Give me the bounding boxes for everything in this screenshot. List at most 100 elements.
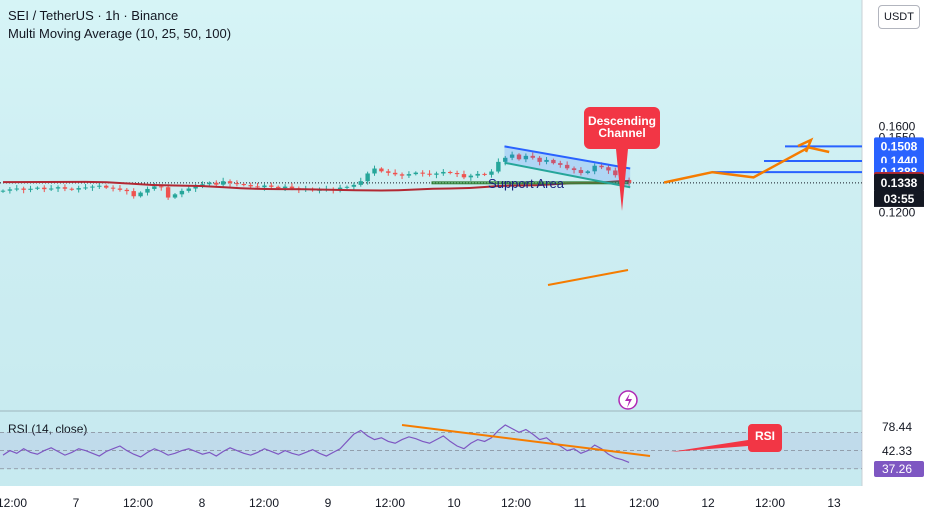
candle-body-7 <box>48 188 54 190</box>
indicator-legend[interactable]: Multi Moving Average (10, 25, 50, 100) <box>8 26 232 41</box>
countdown-label: 03:55 <box>884 192 915 206</box>
rsi-line <box>2 424 630 464</box>
candle-body-1 <box>7 189 13 191</box>
candle-body-20 <box>138 192 143 197</box>
rsi-title: RSI (14, close) <box>8 422 87 436</box>
candle-body-8 <box>55 187 61 189</box>
rsi-divergence-line <box>401 424 651 457</box>
price-tag-label-0: 0.1508 <box>881 139 918 153</box>
time-label-3: 8 <box>199 496 206 510</box>
candle-body-59 <box>406 174 412 176</box>
candle-body-35 <box>241 184 246 186</box>
candle-body-54 <box>372 168 377 174</box>
candle-body-68 <box>468 175 474 178</box>
candle-body-85 <box>585 171 590 174</box>
time-label-8: 12:00 <box>501 496 531 510</box>
candle-body-19 <box>131 191 136 197</box>
candle-body-16 <box>110 187 116 189</box>
candle-body-66 <box>454 173 460 175</box>
candle-body-33 <box>227 181 233 184</box>
time-label-0: 12:00 <box>0 496 27 510</box>
candle-body-60 <box>413 172 418 175</box>
candle-body-10 <box>69 188 74 190</box>
candle-body-41 <box>282 186 288 189</box>
rsi-level-tag-0: 78.44 <box>874 419 924 435</box>
candle-body-77 <box>530 155 535 158</box>
time-label-1: 7 <box>73 496 80 510</box>
candle-body-30 <box>207 182 212 185</box>
price-tag-4: 0.1338 <box>874 173 924 192</box>
candle-body-22 <box>152 186 157 189</box>
price-tag-label-4: 0.1338 <box>881 176 918 190</box>
candle-body-50 <box>344 186 350 188</box>
rsi-level-bg-2 <box>874 461 924 477</box>
candle-body-9 <box>62 187 68 189</box>
rsi-level-label-0: 78.44 <box>882 420 912 434</box>
candle-body-72 <box>496 161 501 172</box>
candle-body-64 <box>441 171 446 174</box>
candle-body-76 <box>523 155 529 160</box>
rsi-level-tag-2: 37.26 <box>874 461 924 477</box>
candle-body-84 <box>578 170 584 174</box>
price-axis-panel <box>862 0 926 518</box>
candle-body-80 <box>551 159 556 164</box>
candle-body-31 <box>214 182 219 185</box>
candle-body-51 <box>351 184 357 187</box>
candle-body-55 <box>379 168 384 172</box>
rsi-badge-bubble <box>670 424 782 452</box>
candle-body-87 <box>599 165 604 168</box>
candle-body-27 <box>186 188 191 191</box>
time-label-6: 12:00 <box>375 496 405 510</box>
candle-body-13 <box>90 186 95 188</box>
chart-title: SEI / TetherUS · 1h · Binance <box>8 8 179 23</box>
time-label-9: 11 <box>574 496 587 510</box>
projection-arrow-head <box>797 137 814 153</box>
candle-body-49 <box>337 187 343 191</box>
time-label-4: 12:00 <box>249 496 279 510</box>
currency-button[interactable]: USDT <box>878 5 920 29</box>
candles-group <box>0 151 632 200</box>
channel-fill <box>504 146 631 188</box>
price-tag-bg-4 <box>874 173 924 192</box>
rsi-level-label-2: 37.26 <box>882 462 912 476</box>
rsi-badge-label: RSI <box>755 429 775 443</box>
candle-body-14 <box>97 185 102 187</box>
candle-body-4 <box>28 188 33 190</box>
candle-body-42 <box>289 186 295 189</box>
candle-body-38 <box>262 185 267 188</box>
candle-body-36 <box>248 185 253 187</box>
lightning-icon-bolt <box>625 393 632 408</box>
candle-body-74 <box>509 154 515 158</box>
candle-body-81 <box>558 163 563 165</box>
candle-body-23 <box>159 186 164 188</box>
candle-body-56 <box>386 171 391 173</box>
time-axis-panel <box>0 486 926 518</box>
candle-body-63 <box>434 173 439 175</box>
candle-body-25 <box>172 194 178 198</box>
candle-body-32 <box>220 181 226 185</box>
callout-text-line2: Channel <box>598 126 645 140</box>
time-label-11: 12 <box>701 496 715 510</box>
candle-body-5 <box>35 187 40 189</box>
rsi-level-bg-1 <box>874 443 924 459</box>
candle-body-58 <box>399 174 405 176</box>
candle-body-78 <box>537 157 542 162</box>
callout-bubble <box>584 107 660 211</box>
candle-body-0 <box>0 190 6 192</box>
trend-line-main <box>547 269 629 286</box>
time-label-2: 12:00 <box>123 496 153 510</box>
candle-body-89 <box>613 170 618 176</box>
projection-path <box>663 146 830 184</box>
candle-body-53 <box>365 173 370 182</box>
candle-body-12 <box>83 187 88 189</box>
time-label-13: 13 <box>827 496 841 510</box>
price-tick-11: 0.1200 <box>879 206 916 220</box>
candle-body-71 <box>489 171 494 175</box>
candle-body-61 <box>420 172 425 174</box>
rsi-level-label-1: 42.33 <box>882 444 912 458</box>
price-tag-0: 0.1508 <box>874 137 924 156</box>
candle-body-65 <box>448 171 453 174</box>
price-tag-bg-0 <box>874 137 924 156</box>
